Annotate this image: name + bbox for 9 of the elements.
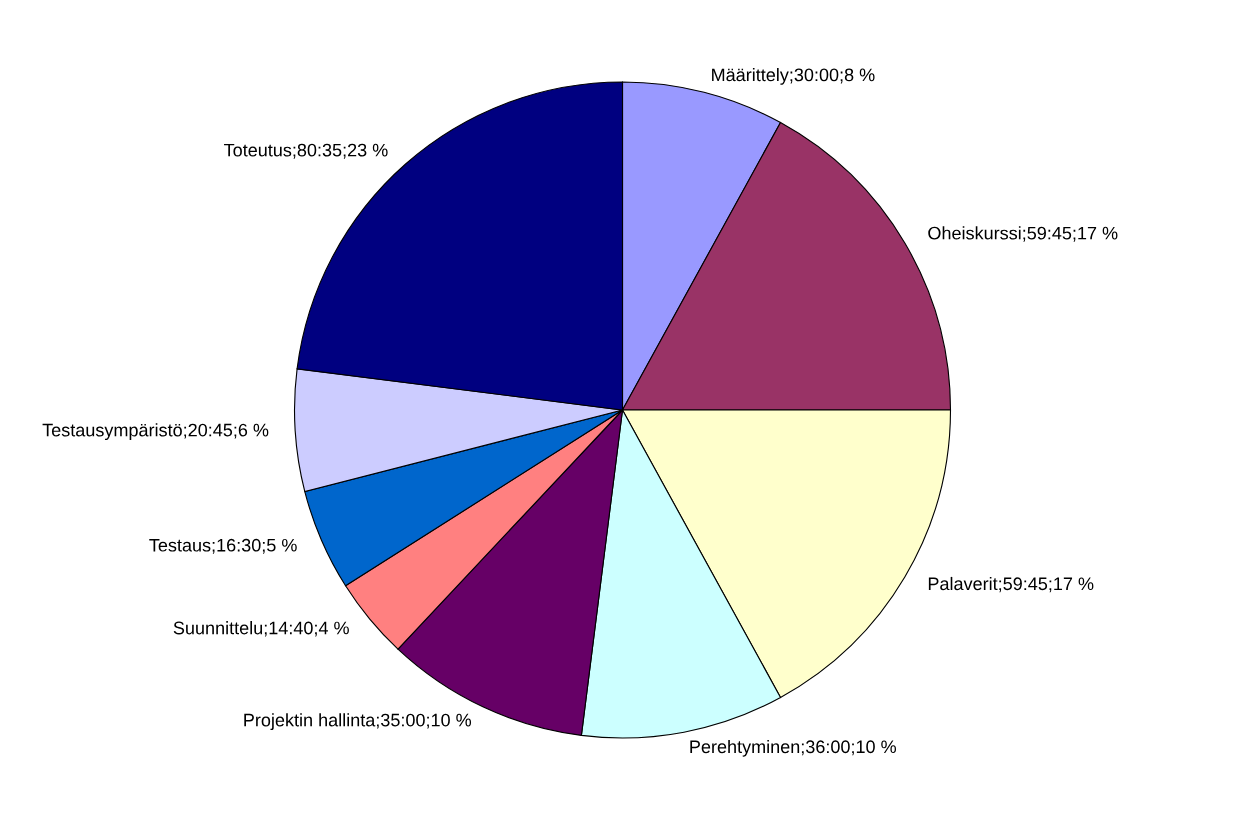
slice-label: Testausympäristö;20:45;6 % [42, 423, 269, 441]
slice-label: Perehtyminen;36:00;10 % [690, 739, 897, 757]
slice-label: Suunnittelu;14:40;4 % [173, 621, 349, 637]
slice-label: Määrittely;30:00;8 % [712, 68, 875, 85]
slice-label: Projektin hallinta;35:00;10 % [244, 713, 472, 731]
slice-label: Oheiskurssi;59:45;17 % [928, 226, 1118, 242]
slice-label: Testaus;16:30;5 % [149, 538, 297, 554]
slice-label: Palaverit;59:45;17 % [928, 576, 1094, 593]
slice-label: Toteutus;80:35;23 % [224, 143, 388, 159]
